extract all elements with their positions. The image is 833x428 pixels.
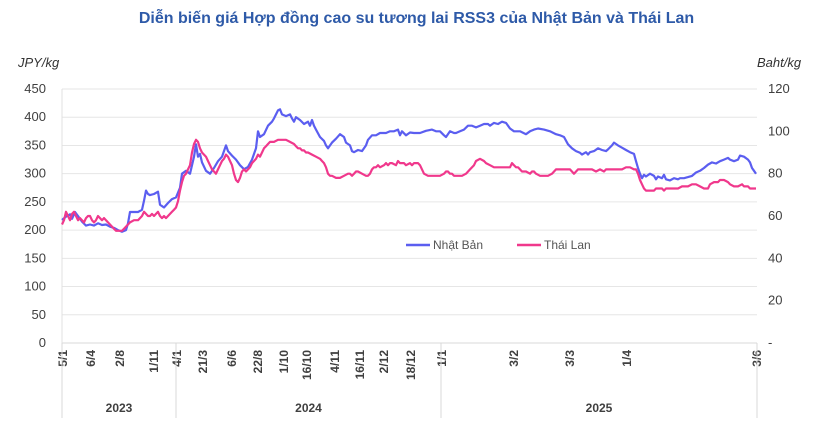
grid-lines [61,88,757,344]
x-tick-label: 1/10 [277,350,291,374]
x-tick-label: 6/4 [84,350,98,367]
y-tick-label: 200 [24,222,46,237]
chart-legend: Nhật Bản Thái Lan [406,238,591,252]
x-axis: 5/1 6/4 2/8 1/11 4/1 21/3 6/6 22/8 1/10 16/10 4/11… [56,350,764,380]
x-tick-label: 6/6 [225,350,239,367]
x-tick-label: 18/12 [404,350,418,380]
x-tick-label: 21/3 [196,350,210,374]
y-tick-label: 50 [32,307,46,322]
y-axis-left: 0 50 100 150 200 250 300 350 400 450 [24,81,46,350]
chart-title: Diễn biến giá Hợp đồng cao su tương lai … [138,10,695,27]
x-tick-label: 1/4 [620,350,634,367]
x-tick-label: 5/1 [56,350,70,367]
y2-tick-label: 20 [768,293,782,308]
series-lines [61,108,757,233]
y2-tick-label: 40 [768,250,782,265]
right-axis-unit: Baht/kg [757,55,802,70]
series-line-japan [61,108,757,233]
y-tick-label: 400 [24,109,46,124]
y2-tick-label: - [768,335,772,350]
x-tick-label: 1/11 [147,350,161,373]
y2-tick-label: 100 [768,123,790,138]
y-tick-label: 100 [24,279,46,294]
y-tick-label: 150 [24,250,46,265]
y2-tick-label: 120 [768,81,790,96]
y2-tick-label: 80 [768,166,782,181]
y-axis-right: - 20 40 60 80 100 120 [768,81,790,350]
y-tick-label: 300 [24,166,46,181]
x-tick-label: 2/12 [377,350,391,374]
x-tick-label: 4/1 [170,350,184,367]
year-label: 2025 [586,401,613,415]
y-tick-label: 250 [24,194,46,209]
x-tick-label: 4/11 [328,350,342,373]
x-axis-year-groups: 2023 2024 2025 [61,343,758,418]
y-tick-label: 350 [24,137,46,152]
x-tick-label: 2/8 [113,350,127,367]
x-tick-label: 22/8 [251,350,265,374]
legend-label: Thái Lan [544,238,591,252]
y2-tick-label: 60 [768,208,782,223]
x-tick-label: 16/10 [300,350,314,380]
series-line-thailand [61,138,756,232]
legend-label: Nhật Bản [433,238,483,252]
x-tick-label: 3/2 [507,350,521,367]
year-label: 2024 [295,401,322,415]
x-tick-label: 3/3 [563,350,577,367]
y-tick-label: 0 [39,335,46,350]
y-tick-label: 450 [24,81,46,96]
year-label: 2023 [106,401,133,415]
left-axis-unit: JPY/kg [18,55,60,70]
x-tick-label: 1/1 [435,350,449,367]
x-tick-label: 16/11 [353,350,367,380]
